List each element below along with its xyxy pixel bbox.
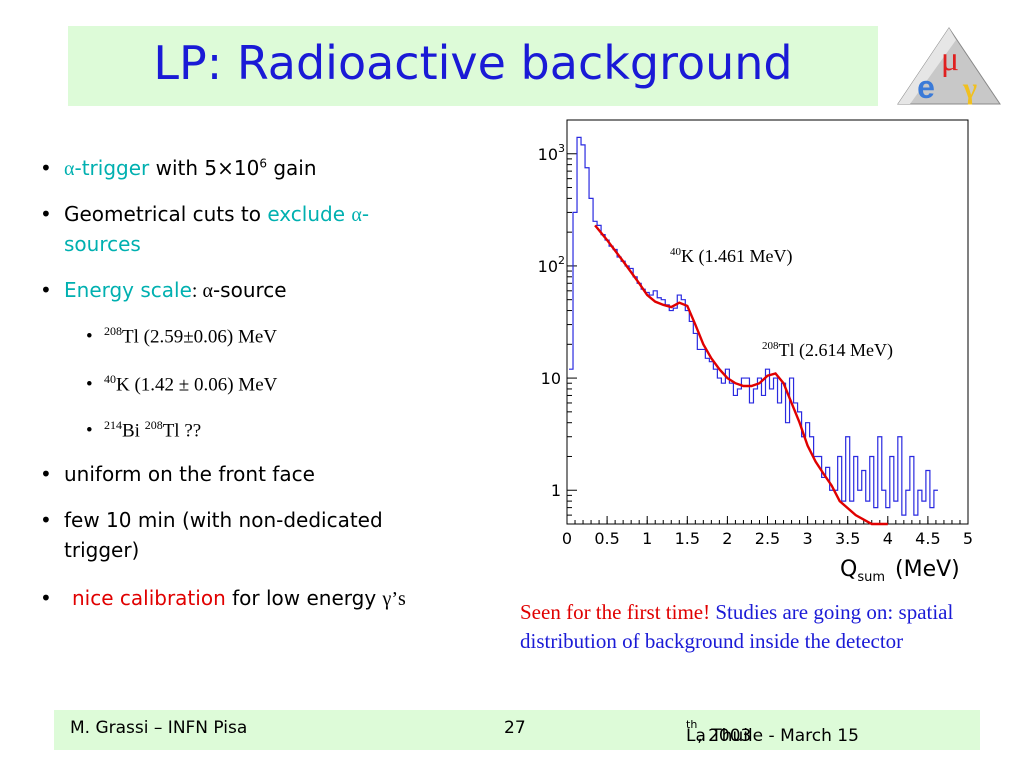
k40-value: K (1.42 ± 0.06) MeV xyxy=(116,374,278,396)
y-tick-label: 10 xyxy=(541,369,561,388)
source-text: -source xyxy=(212,278,287,302)
x-tick-label: 4 xyxy=(883,529,893,548)
plot-frame xyxy=(566,119,969,525)
isotope-mass: 208 xyxy=(144,418,163,432)
footer-author: M. Grassi – INFN Pisa xyxy=(70,718,248,738)
bullet-nice-calibration: • nice calibration for low energy γ’s xyxy=(40,586,406,610)
logo-mu: μ xyxy=(941,41,959,78)
title-banner: LP: Radioactive background xyxy=(68,26,878,106)
low-energy-text: for low energy xyxy=(225,586,383,610)
sub-bullet-k40: • 40K (1.42 ± 0.06) MeV xyxy=(86,372,278,396)
caption-bang: ! xyxy=(703,600,711,624)
colon-text: : xyxy=(191,280,203,302)
footer: M. Grassi – INFN Pisa 27 La Thuile - Mar… xyxy=(54,710,980,750)
dash-text: - xyxy=(361,202,370,226)
y-tick-label: 1 xyxy=(551,481,561,500)
x-tick-label: 1.5 xyxy=(675,529,700,548)
meg-logo: μ e γ xyxy=(897,27,1001,105)
bullet-geometrical-cuts: • Geometrical cuts to exclude α- xyxy=(40,202,370,226)
logo-e: e xyxy=(917,69,935,105)
apostrophe-s: ’s xyxy=(391,588,406,610)
alpha-symbol: α xyxy=(202,280,213,302)
isotope-mass: 208 xyxy=(104,324,122,338)
tl208-value: Tl (2.59±0.06) MeV xyxy=(122,326,278,348)
bullet-sources-line: sources xyxy=(64,232,141,256)
x-tick-label: 1 xyxy=(642,529,652,548)
x-tick-label: 5 xyxy=(963,529,973,548)
slide-title: LP: Radioactive background xyxy=(153,36,793,90)
gamma-symbol: γ xyxy=(382,588,392,610)
gain-end: gain xyxy=(266,156,317,180)
axis-ticks xyxy=(566,119,969,525)
x-tick-label: 2 xyxy=(722,529,732,548)
x-axis-label: Qsum (MeV) xyxy=(840,557,960,585)
footer-page-number: 27 xyxy=(504,718,526,738)
slide-caption: Seen for the first time! Studies are goi… xyxy=(520,598,990,656)
alpha-symbol: α xyxy=(64,158,75,180)
alpha-symbol: α xyxy=(351,204,362,226)
fit-curve xyxy=(594,224,888,526)
few-min-text: few 10 min (with non-dedicated xyxy=(64,508,383,532)
sub-bullet-tl208: • 208Tl (2.59±0.06) MeV xyxy=(86,324,278,348)
x-tick-label: 3.5 xyxy=(835,529,860,548)
sources-text: sources xyxy=(64,232,141,256)
trigger-text: -trigger xyxy=(74,156,150,180)
gain-exponent: 6 xyxy=(259,156,267,171)
caption-red-text: Seen for the first time xyxy=(520,600,704,624)
bullet-uniform: • uniform on the front face xyxy=(40,462,315,486)
isotope-mass: 40 xyxy=(104,372,116,386)
tl-unknown-text: Tl ?? xyxy=(162,420,202,442)
bullet-few-min: • few 10 min (with non-dedicated xyxy=(40,508,383,532)
trigger-paren-text: trigger) xyxy=(64,538,140,562)
uniform-text: uniform on the front face xyxy=(64,462,315,486)
y-tick-label: 102 xyxy=(538,254,565,276)
x-tick-label: 2.5 xyxy=(755,529,780,548)
bullet-trigger-line: trigger) xyxy=(64,538,139,562)
x-tick-label: 0.5 xyxy=(594,529,619,548)
geometrical-cuts-text: Geometrical cuts to xyxy=(64,202,268,226)
energy-scale-text: Energy scale xyxy=(64,278,192,302)
k40-annotation: 40K (1.461 MeV) xyxy=(670,246,792,267)
nice-calibration-text: nice calibration xyxy=(72,586,226,610)
bullet-energy-scale: • Energy scale: α-source xyxy=(40,278,287,302)
x-tick-label: 4.5 xyxy=(915,529,940,548)
x-tick-label: 3 xyxy=(803,529,813,548)
logo-gamma: γ xyxy=(962,72,977,105)
gain-text: with 5×10 xyxy=(149,156,260,180)
caption-blue-text: Studies are going on: spatial distributi… xyxy=(520,600,954,653)
tl208-annotation: 208Tl (2.614 MeV) xyxy=(762,340,893,361)
sub-bullet-bi214: • 214Bi 208Tl ?? xyxy=(86,418,202,442)
exclude-text: exclude xyxy=(267,202,352,226)
isotope-mass: 214 xyxy=(104,418,122,432)
bullet-alpha-trigger: • α-trigger with 5×106 gain xyxy=(40,156,317,180)
x-tick-labels: 0 0.5 1 1.5 2 2.5 3 3.5 4 4.5 5 xyxy=(562,529,973,548)
bi-text: Bi xyxy=(122,420,145,442)
x-tick-label: 0 xyxy=(562,529,572,548)
y-tick-label: 103 xyxy=(538,142,565,164)
